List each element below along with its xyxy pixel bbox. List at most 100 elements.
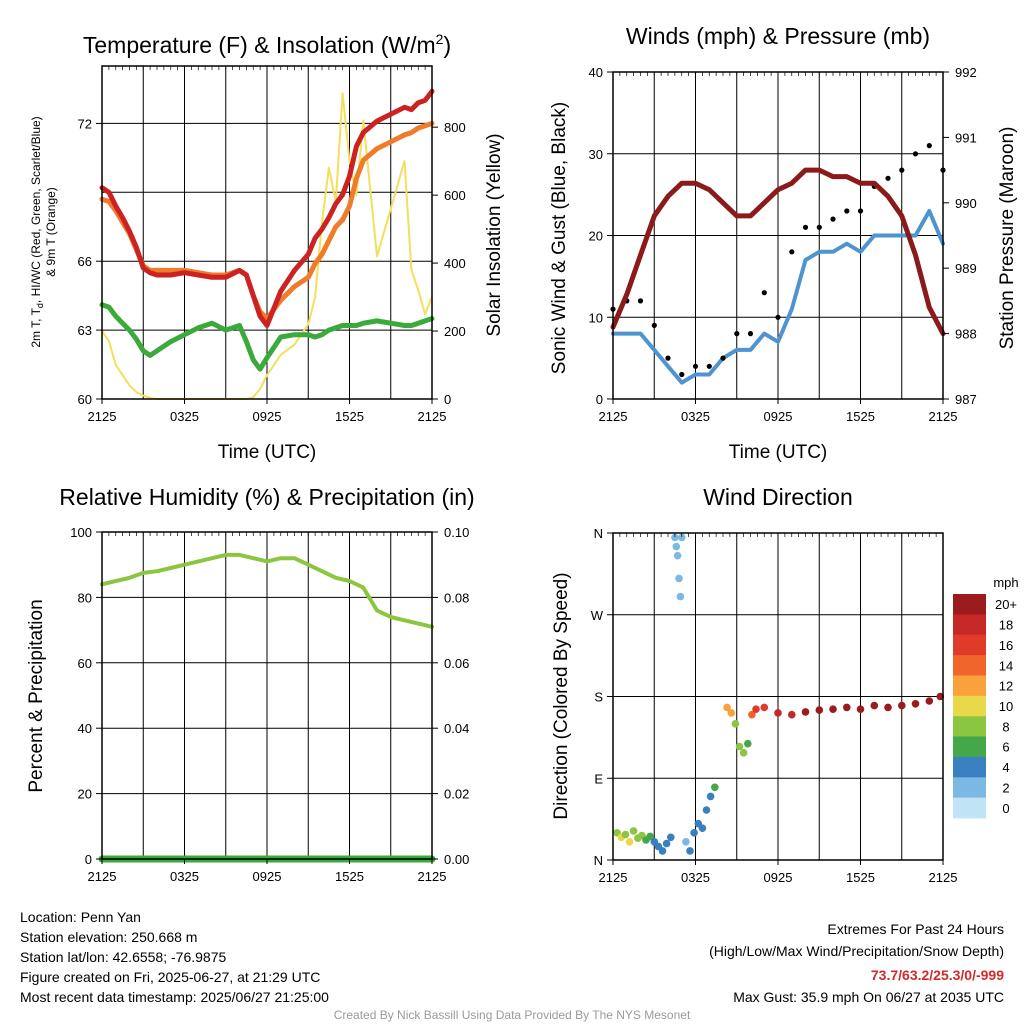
humidity-grid	[102, 532, 432, 859]
direction-point	[698, 824, 707, 832]
direction-point	[829, 705, 837, 713]
y2-tick-label: 0.08	[444, 590, 469, 605]
winds-ticks: 2125 0325 0925 1525 2125 0 10 20 30 40 987 988 989 99…	[589, 65, 977, 424]
colorbar-swatch	[953, 675, 986, 697]
y2-tick-label: 400	[444, 256, 466, 271]
y-tick-label: 40	[589, 65, 603, 80]
direction-point	[760, 703, 769, 712]
direction-point	[686, 847, 694, 855]
y-tick-label: 10	[589, 310, 603, 325]
y2-tick-label: 0.02	[444, 787, 469, 802]
temperature-series	[99, 88, 435, 400]
direction-point	[723, 703, 731, 712]
y2-tick-label: 0	[444, 392, 451, 407]
gust-point	[802, 224, 809, 230]
direction-point	[702, 806, 711, 814]
x-tick-label: 0325	[681, 409, 710, 424]
colorbar-label: 6	[1002, 740, 1009, 755]
colorbar-label: 12	[999, 679, 1013, 694]
direction-left-axis-label: Direction (Colored By Speed)	[551, 572, 572, 819]
direction-point	[690, 829, 698, 837]
extremes-subtitle: (High/Low/Max Wind/Precipitation/Snow De…	[709, 943, 1004, 959]
x-tick-label: 2125	[599, 870, 628, 885]
direction-ticks: 2125 0325 0925 1525 2125 N E S W N	[591, 526, 958, 885]
gust-point	[679, 371, 685, 378]
humidity-left-axis-label: Percent & Precipitation	[26, 599, 47, 792]
y2-tick-label: 0.04	[444, 721, 469, 736]
direction-point	[678, 533, 686, 542]
gust-point	[912, 151, 919, 157]
series-line-2m-t	[99, 88, 435, 328]
gust-point	[665, 355, 671, 361]
temperature-left-axis-label: 2m T, Td, HI/WC (Red, Green, Scarlet/Blu…	[29, 116, 45, 347]
colorbar-label: 16	[999, 638, 1013, 653]
gust-point	[775, 314, 781, 320]
direction-point	[744, 739, 752, 748]
series-line-td	[99, 302, 435, 372]
temperature-grid	[102, 66, 432, 399]
y-tick-label: 100	[70, 525, 92, 540]
speed-colorbar: 20+ 18 16 14 12 10 8 6 4 2 0	[953, 594, 1017, 819]
x-tick-label: 2125	[599, 409, 628, 424]
temperature-x-axis-label: Time (UTC)	[218, 442, 317, 463]
direction-point	[676, 592, 685, 601]
direction-point	[735, 742, 744, 751]
y2-tick-label: 0.06	[444, 656, 469, 671]
direction-point	[884, 703, 892, 712]
y2-tick-label: 200	[444, 324, 466, 339]
colorbar-swatch	[953, 736, 986, 758]
extremes-max-gust: Max Gust: 35.9 mph On 06/27 at 2035 UTC	[733, 989, 1004, 1005]
y-tick-label: 60	[78, 392, 92, 407]
temperature-right-axis-label: Solar Insolation (Yellow)	[484, 133, 505, 336]
temperature-panel: Temperature (F) & Insolation (W/m2) 2125…	[29, 31, 505, 463]
direction-panel: Wind Direction 2125 0325 0925 1525 2125 N E S W N…	[551, 484, 1019, 885]
y2-tick-label: 990	[955, 196, 977, 211]
info-created: Figure created on Fri, 2025-06-27, at 21…	[20, 969, 320, 985]
direction-point	[682, 838, 690, 846]
direction-point	[662, 839, 671, 848]
y2-tick-label: 991	[955, 130, 977, 145]
winds-grid	[613, 72, 943, 399]
direction-point	[706, 792, 715, 801]
direction-point	[658, 847, 667, 855]
direction-point	[898, 701, 906, 710]
direction-point	[774, 709, 782, 717]
gust-point	[789, 249, 795, 255]
direction-point	[856, 705, 865, 713]
direction-point	[815, 706, 824, 714]
y2-tick-label: 992	[955, 65, 977, 80]
gust-point	[692, 363, 699, 369]
y-tick-label: 80	[78, 590, 92, 605]
y2-tick-label: 0.00	[444, 852, 469, 867]
direction-point	[675, 574, 683, 583]
x-tick-label: 2125	[929, 409, 958, 424]
humidity-ticks: 2125 0325 0925 1525 2125 0 20 40 60 80 100 0.00 0.02…	[70, 525, 469, 884]
y2-tick-label: 800	[444, 120, 466, 135]
colorbar-label: 14	[999, 658, 1013, 673]
series-line-solar-insolation	[101, 92, 433, 400]
direction-point	[711, 783, 719, 792]
x-tick-label: 1525	[335, 869, 364, 884]
direction-panel-title: Wind Direction	[703, 484, 853, 510]
humidity-panel: Relative Humidity (%) & Precipitation (i…	[26, 484, 475, 884]
direction-point	[936, 692, 945, 701]
direction-series	[613, 533, 945, 855]
direction-point	[671, 533, 679, 542]
extremes-values: 73.7/63.2/25.3/0/-999	[871, 967, 1004, 983]
x-tick-label: 0925	[253, 409, 282, 424]
x-tick-label: 0925	[764, 870, 793, 885]
colorbar-swatch	[953, 655, 986, 676]
gust-point	[720, 355, 726, 361]
gust-point	[651, 322, 657, 328]
direction-point	[911, 700, 920, 708]
info-elevation: Station elevation: 250.668 m	[20, 929, 197, 945]
x-tick-label: 0325	[170, 409, 199, 424]
direction-point	[843, 703, 851, 712]
series-line-sonic-wind	[611, 209, 945, 385]
series-line-station-pressure	[610, 167, 946, 337]
colorbar-label: 10	[999, 699, 1013, 714]
y2-tick-label: 987	[955, 392, 977, 407]
direction-point	[788, 710, 796, 719]
colorbar-title: mph	[993, 575, 1018, 590]
